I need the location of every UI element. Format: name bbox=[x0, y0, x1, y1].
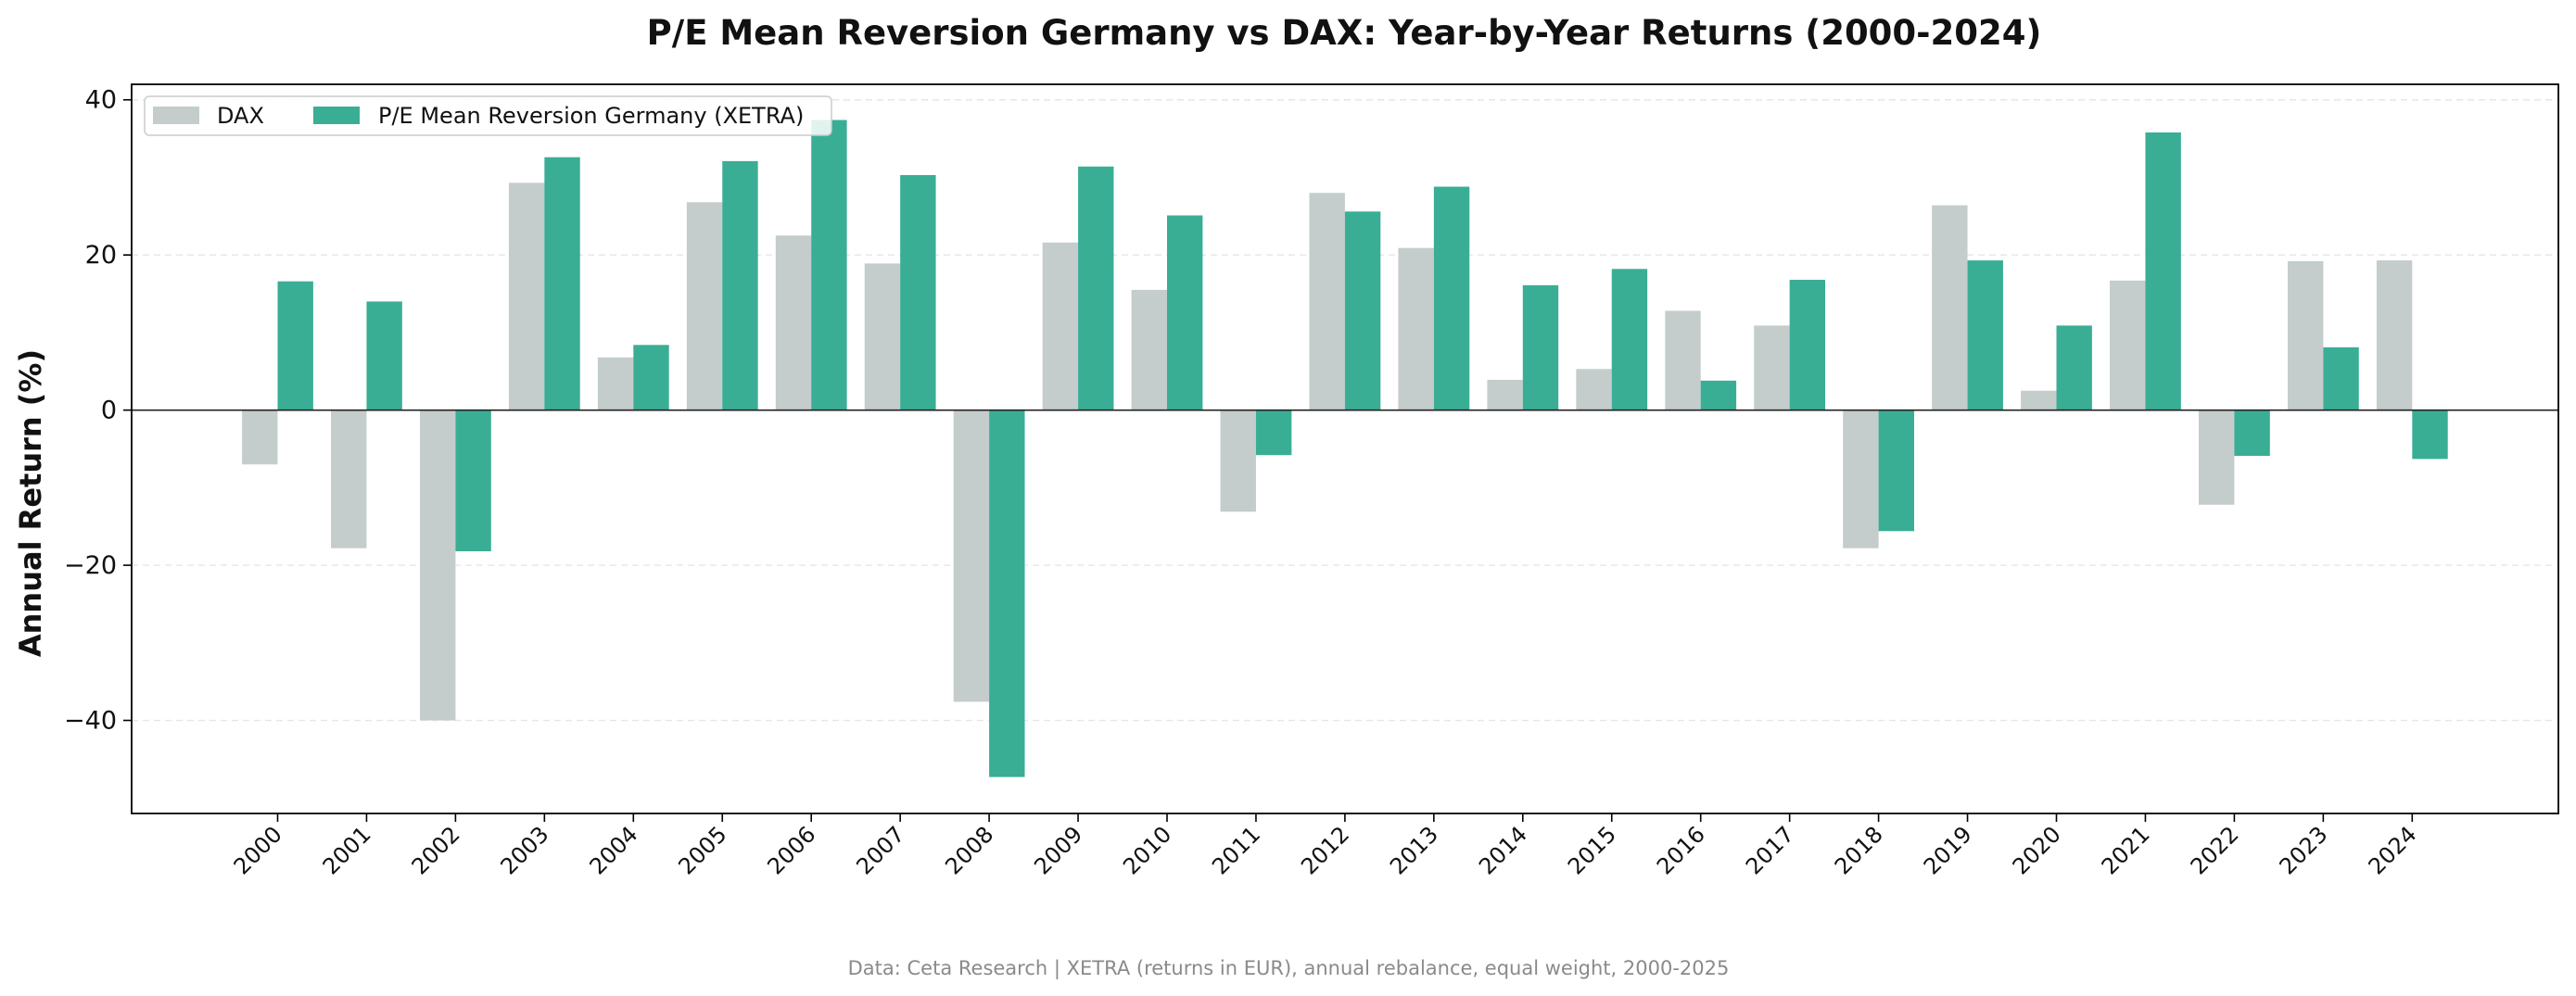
x-tick-label: 2022 bbox=[2186, 821, 2244, 879]
legend-swatch-pe-mean-reversion bbox=[313, 107, 360, 124]
y-tick-label: −40 bbox=[64, 707, 117, 736]
x-tick-label: 2011 bbox=[1207, 821, 1265, 879]
bar-pe-mean-reversion-2000 bbox=[277, 281, 313, 410]
bar-dax-2001 bbox=[331, 410, 367, 548]
x-tick-label: 2012 bbox=[1296, 821, 1354, 879]
bar-dax-2005 bbox=[686, 202, 723, 410]
y-tick-label: 0 bbox=[101, 397, 117, 425]
bar-dax-2006 bbox=[775, 235, 812, 410]
x-tick-label: 2020 bbox=[2008, 821, 2066, 879]
bar-pe-mean-reversion-2019 bbox=[1967, 260, 2003, 410]
bar-dax-2010 bbox=[1131, 289, 1167, 410]
legend-label-pe-mean-reversion: P/E Mean Reversion Germany (XETRA) bbox=[378, 103, 804, 129]
bar-pe-mean-reversion-2005 bbox=[722, 160, 758, 410]
bar-dax-2007 bbox=[864, 263, 901, 410]
x-tick-label: 2015 bbox=[1563, 821, 1621, 879]
bar-pe-mean-reversion-2017 bbox=[1789, 279, 1826, 410]
x-axis-ticks: 2000 2001 2002 2003 2004 2005 2006 2007 2008 2009… bbox=[229, 813, 2422, 879]
x-tick-label: 2002 bbox=[407, 821, 465, 879]
x-tick-label: 2014 bbox=[1474, 821, 1532, 879]
x-tick-label: 2018 bbox=[1830, 821, 1888, 879]
bar-dax-2022 bbox=[2199, 410, 2235, 505]
x-tick-label: 2008 bbox=[940, 821, 998, 879]
bar-pe-mean-reversion-2023 bbox=[2323, 347, 2359, 410]
bar-pe-mean-reversion-2012 bbox=[1344, 211, 1381, 410]
bar-pe-mean-reversion-2014 bbox=[1522, 284, 1559, 410]
x-tick-label: 2006 bbox=[762, 821, 820, 879]
bar-pe-mean-reversion-2010 bbox=[1167, 215, 1203, 410]
bars-group bbox=[242, 120, 2448, 777]
bar-dax-2000 bbox=[242, 410, 278, 465]
bar-dax-2011 bbox=[1220, 410, 1256, 512]
x-tick-label: 2003 bbox=[496, 821, 554, 879]
bar-dax-2012 bbox=[1309, 193, 1345, 410]
bar-dax-2019 bbox=[1932, 205, 1968, 410]
bar-pe-mean-reversion-2021 bbox=[2145, 132, 2181, 410]
bar-dax-2008 bbox=[953, 410, 990, 702]
legend-label-dax: DAX bbox=[217, 103, 264, 129]
source-note: Data: Ceta Research | XETRA (returns in … bbox=[848, 957, 1730, 980]
bar-dax-2021 bbox=[2110, 280, 2146, 410]
plot-frame bbox=[131, 83, 2559, 814]
x-tick-label: 2019 bbox=[1919, 821, 1977, 879]
bar-dax-2018 bbox=[1843, 410, 1879, 548]
bar-dax-2014 bbox=[1487, 379, 1523, 410]
bar-pe-mean-reversion-2004 bbox=[633, 345, 669, 410]
y-axis-label: Annual Return (%) bbox=[13, 349, 48, 657]
bar-pe-mean-reversion-2024 bbox=[2412, 410, 2448, 460]
x-tick-label: 2013 bbox=[1385, 821, 1443, 879]
bar-pe-mean-reversion-2009 bbox=[1078, 166, 1114, 410]
bar-dax-2015 bbox=[1576, 369, 1612, 410]
legend-swatch-dax bbox=[153, 107, 199, 124]
bar-pe-mean-reversion-2013 bbox=[1433, 186, 1470, 410]
x-tick-label: 2001 bbox=[318, 821, 376, 879]
bar-pe-mean-reversion-2006 bbox=[811, 120, 847, 410]
x-tick-label: 2009 bbox=[1029, 821, 1087, 879]
x-tick-label: 2016 bbox=[1652, 821, 1710, 879]
y-tick-label: 20 bbox=[85, 241, 117, 270]
y-tick-label: 40 bbox=[85, 86, 117, 115]
x-tick-label: 2004 bbox=[585, 821, 643, 879]
legend: DAX P/E Mean Reversion Germany (XETRA) bbox=[144, 95, 832, 136]
bar-pe-mean-reversion-2007 bbox=[900, 174, 936, 410]
bar-dax-2017 bbox=[1754, 325, 1790, 410]
y-axis-ticks: −40 −20 0 20 40 bbox=[64, 86, 132, 736]
bar-pe-mean-reversion-2020 bbox=[2056, 325, 2092, 410]
bar-pe-mean-reversion-2022 bbox=[2234, 410, 2270, 457]
bar-dax-2020 bbox=[2021, 390, 2057, 410]
y-tick-label: −20 bbox=[64, 551, 117, 580]
bar-dax-2023 bbox=[2287, 260, 2324, 410]
chart-title: P/E Mean Reversion Germany vs DAX: Year-… bbox=[647, 13, 2042, 53]
bar-pe-mean-reversion-2018 bbox=[1878, 410, 1914, 532]
bar-pe-mean-reversion-2015 bbox=[1611, 269, 1648, 410]
bar-dax-2009 bbox=[1042, 242, 1079, 410]
bar-dax-2004 bbox=[597, 357, 634, 410]
bar-dax-2013 bbox=[1398, 247, 1434, 410]
x-tick-label: 2005 bbox=[674, 821, 732, 879]
x-tick-label: 2021 bbox=[2097, 821, 2155, 879]
bar-pe-mean-reversion-2002 bbox=[455, 410, 491, 552]
x-tick-label: 2023 bbox=[2275, 821, 2333, 879]
x-tick-label: 2017 bbox=[1741, 821, 1799, 879]
bar-pe-mean-reversion-2011 bbox=[1255, 410, 1292, 456]
x-tick-label: 2000 bbox=[229, 821, 287, 879]
bar-pe-mean-reversion-2016 bbox=[1700, 380, 1737, 410]
x-tick-label: 2010 bbox=[1118, 821, 1176, 879]
x-tick-label: 2024 bbox=[2364, 821, 2422, 879]
legend-box bbox=[144, 95, 832, 136]
bar-pe-mean-reversion-2008 bbox=[989, 410, 1025, 777]
x-tick-label: 2007 bbox=[851, 821, 909, 879]
bar-pe-mean-reversion-2003 bbox=[544, 157, 580, 410]
bar-dax-2002 bbox=[420, 410, 456, 721]
bar-dax-2024 bbox=[2376, 260, 2413, 410]
bar-dax-2003 bbox=[508, 183, 545, 410]
bar-pe-mean-reversion-2001 bbox=[366, 301, 402, 410]
bar-dax-2016 bbox=[1665, 310, 1701, 410]
